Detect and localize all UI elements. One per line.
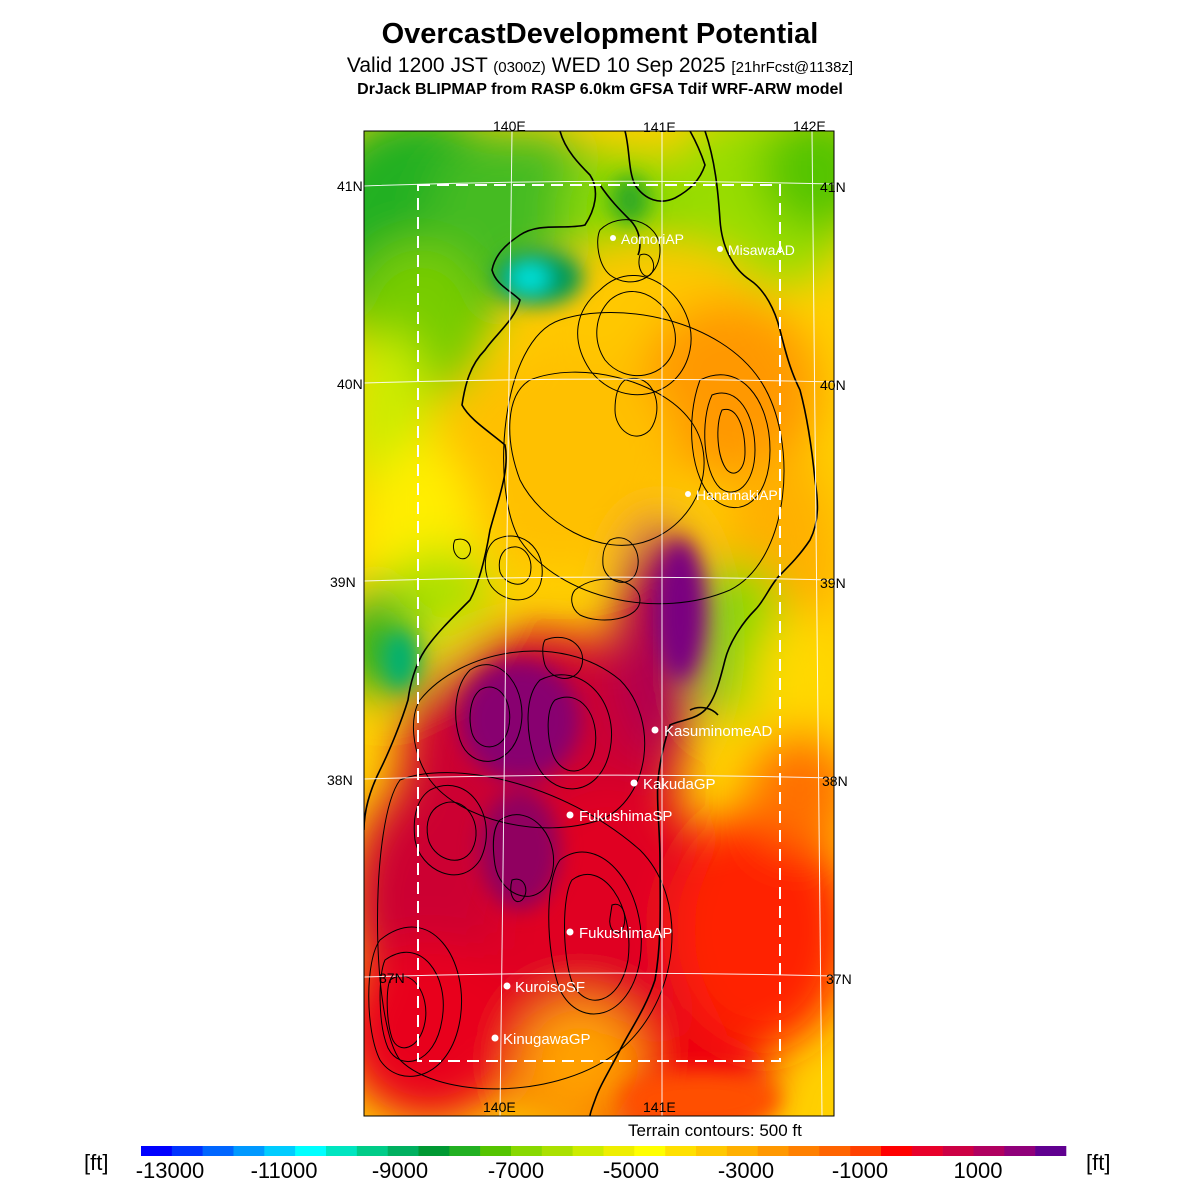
lat-label-left: 38N — [327, 772, 353, 788]
lat-label-right: 41N — [820, 179, 846, 195]
station-markers — [491, 235, 723, 1042]
station-label: FukushimaSP — [579, 808, 672, 825]
colorbar-tick-label: -13000 — [135, 1158, 205, 1183]
colorbar-segment — [418, 1146, 450, 1156]
station-dot — [491, 1034, 499, 1042]
lon-label-top: 142E — [793, 118, 826, 134]
inner-domain-box — [417, 184, 781, 1062]
colorbar-segment — [480, 1146, 512, 1156]
colorbar-segment — [541, 1146, 573, 1156]
colorbar-segment — [881, 1146, 913, 1156]
colorbar-segment — [326, 1146, 358, 1156]
station-dot — [566, 811, 574, 819]
station-dot — [566, 928, 574, 936]
colorbar-tick-label: 1000 — [953, 1158, 1003, 1183]
colorbar-segment — [603, 1146, 635, 1156]
colorbar-segment — [1035, 1146, 1067, 1156]
colorbar-tick-label: -1000 — [831, 1158, 889, 1183]
station-dot — [685, 491, 691, 497]
lat-label-right: 38N — [822, 773, 848, 789]
colorbar-segment — [171, 1146, 203, 1156]
colorbar-segment — [202, 1146, 234, 1156]
colorbar-segment — [819, 1146, 851, 1156]
station-dot — [717, 246, 723, 252]
colorbar-segment — [911, 1146, 943, 1156]
station-label: MisawaAD — [728, 242, 795, 258]
lat-label-left: 39N — [330, 574, 356, 590]
lat-label-right: 37N — [826, 971, 852, 987]
lat-label-left: 37N — [379, 970, 405, 986]
terrain-contours-note: Terrain contours: 500 ft — [628, 1121, 802, 1140]
colorbar — [141, 1146, 1067, 1156]
station-label: KasuminomeAD — [664, 723, 773, 740]
lat-label-left: 41N — [337, 178, 363, 194]
station-label: KakudaGP — [643, 776, 716, 793]
colorbar-segment — [356, 1146, 388, 1156]
colorbar-tick-label: -5000 — [602, 1158, 660, 1183]
colorbar-segment — [665, 1146, 697, 1156]
station-dot — [503, 982, 511, 990]
map-frame — [363, 130, 835, 1117]
colorbar-unit-right: [ft] — [1086, 1150, 1111, 1175]
zulu-time: (0300Z) — [493, 59, 546, 76]
station-label: HanamakiAP — [696, 487, 778, 503]
station-dot — [610, 235, 616, 241]
lon-label-bottom: 141E — [643, 1099, 676, 1115]
colorbar-segment — [634, 1146, 666, 1156]
valid-time: Valid 1200 JST — [346, 54, 488, 77]
model-description: DrJack BLIPMAP from RASP 6.0km GFSA Tdif… — [357, 81, 843, 98]
station-label: FukushimaAP — [579, 925, 672, 942]
lat-label-right: 40N — [820, 377, 846, 393]
colorbar-segment — [233, 1146, 265, 1156]
map-title: OvercastDevelopment Potential — [381, 18, 819, 50]
colorbar-segment — [141, 1146, 173, 1156]
lat-label-left: 40N — [337, 376, 363, 392]
colorbar-segment — [850, 1146, 882, 1156]
coastline — [364, 131, 819, 1116]
colorbar-tick-label: -9000 — [371, 1158, 429, 1183]
colorbar-tick-label: -7000 — [487, 1158, 545, 1183]
colorbar-unit-left: [ft] — [84, 1150, 109, 1175]
valid-date: WED 10 Sep 2025 — [551, 54, 726, 77]
colorbar-segment — [511, 1146, 543, 1156]
lon-label-bottom: 140E — [483, 1099, 516, 1115]
colorbar-segment — [1004, 1146, 1036, 1156]
station-label: AomoriAP — [621, 231, 684, 247]
colorbar-segment — [264, 1146, 296, 1156]
colorbar-segment — [788, 1146, 820, 1156]
colorbar-segment — [449, 1146, 481, 1156]
colorbar-segment — [757, 1146, 789, 1156]
colorbar-tick-label: -11000 — [250, 1158, 318, 1183]
colorbar-segment — [295, 1146, 327, 1156]
station-dot — [630, 779, 638, 787]
colorbar-segment — [942, 1146, 974, 1156]
colorbar-segment — [726, 1146, 758, 1156]
forecast-info: [21hrFcst@1138z] — [731, 59, 854, 76]
axis-labels: 140E 141E 142E 140E 141E 41N 40N 39N 38N… — [327, 118, 852, 1115]
field-layer: AomoriAP MisawaAD HanamakiAP KasuminomeA… — [364, 131, 834, 1116]
colorbar-segment — [973, 1146, 1005, 1156]
station-labels: AomoriAP MisawaAD HanamakiAP KasuminomeA… — [503, 231, 795, 1048]
lon-label-top: 141E — [643, 119, 676, 135]
station-dot — [651, 726, 659, 734]
station-label: KuroisoSF — [515, 979, 585, 996]
terrain-contours — [368, 219, 785, 1090]
lat-label-right: 39N — [820, 575, 846, 591]
lon-label-top: 140E — [493, 118, 526, 134]
lat-lon-grid — [364, 131, 834, 1116]
colorbar-segment — [387, 1146, 419, 1156]
colorbar-segment — [696, 1146, 728, 1156]
colorbar-segment — [572, 1146, 604, 1156]
map-subtitle: Valid 1200 JST (0300Z) WED 10 Sep 2025 [… — [0, 54, 1200, 78]
station-label: KinugawaGP — [503, 1031, 591, 1048]
colorbar-tick-label: -3000 — [717, 1158, 775, 1183]
